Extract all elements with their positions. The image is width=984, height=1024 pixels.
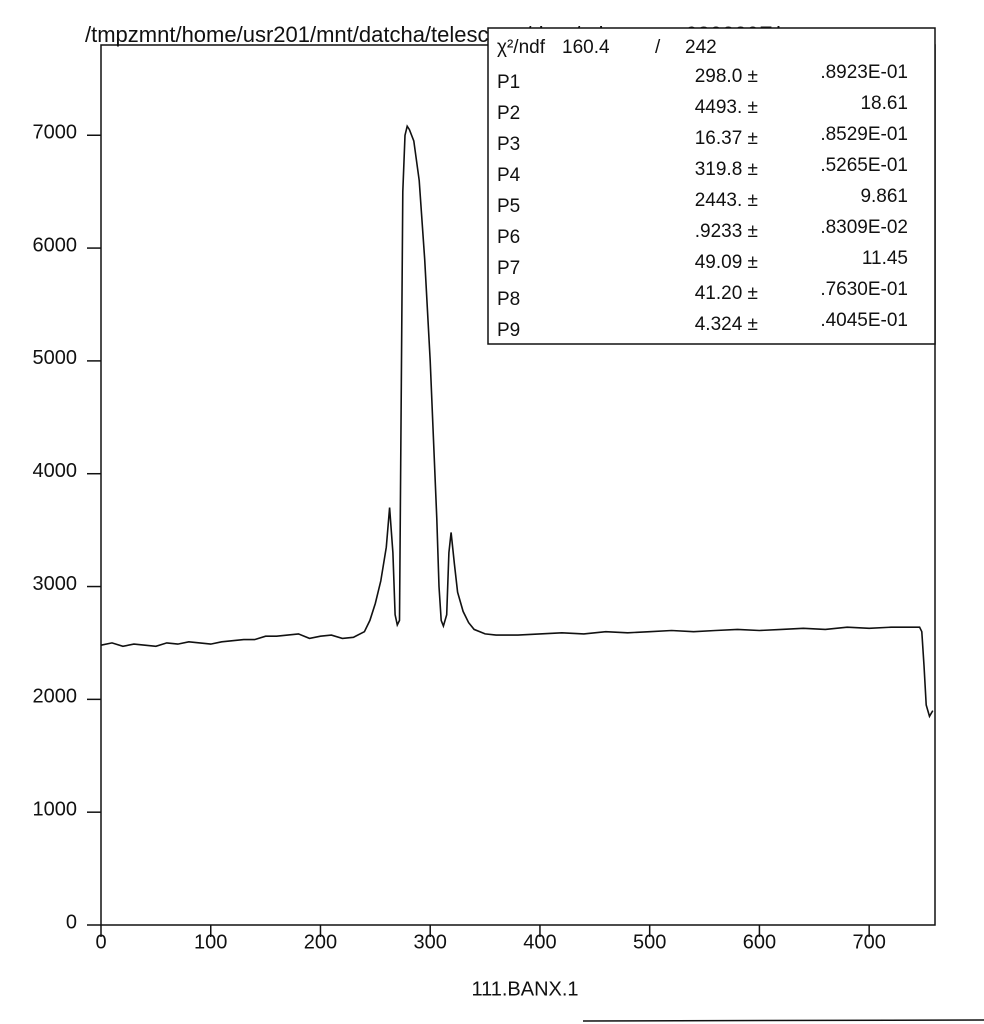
x-tick-label: 200	[304, 931, 337, 953]
stats-chi2: 160.4	[562, 37, 610, 58]
stats-param-name: P6	[497, 227, 520, 248]
y-tick-label: 6000	[33, 234, 78, 256]
y-tick-label: 1000	[33, 798, 78, 820]
y-tick-label: 5000	[33, 347, 78, 369]
stats-param-name: P9	[497, 320, 520, 341]
stats-param-error: 11.45	[862, 248, 908, 269]
y-tick-label: 0	[66, 911, 77, 933]
stats-param-error: .5265E-01	[820, 155, 908, 176]
stats-param-value: 41.20 ±	[695, 283, 758, 304]
data-line	[100, 124, 934, 719]
stats-param-name: P3	[497, 134, 520, 155]
stats-param-value: 49.09 ±	[695, 252, 758, 273]
stats-param-error: 18.61	[860, 93, 908, 114]
stats-param-value: 4.324 ±	[695, 314, 758, 335]
stats-param-name: P1	[497, 72, 520, 93]
stats-param-error: .7630E-01	[820, 279, 908, 300]
x-tick-label: 400	[523, 931, 556, 953]
y-tick-label: 2000	[33, 686, 78, 708]
stats-param-value: 16.37 ±	[695, 128, 758, 149]
scan-edge	[582, 1019, 984, 1022]
stats-param-error: .8309E-02	[820, 217, 908, 238]
stats-param-name: P2	[497, 103, 520, 124]
stats-param-value: 4493. ±	[695, 97, 758, 118]
y-tick-label: 7000	[33, 122, 78, 144]
stats-param-error: .4045E-01	[820, 310, 908, 331]
stats-param-error: .8529E-01	[820, 124, 908, 145]
y-tick-label: 4000	[33, 460, 78, 482]
stats-param-name: P5	[497, 196, 520, 217]
stats-param-value: 298.0 ±	[695, 66, 758, 87]
x-tick-label: 500	[633, 931, 666, 953]
stats-box	[487, 27, 936, 345]
stats-param-error: 9.861	[860, 186, 908, 207]
stats-param-error: .8923E-01	[820, 62, 908, 83]
x-axis-label: 111.BANX.1	[471, 978, 578, 1000]
x-tick-label: 600	[743, 931, 776, 953]
stats-chi2-label: χ²/ndf	[497, 37, 546, 58]
stats-ndf: 242	[685, 37, 717, 58]
stats-param-value: 319.8 ±	[695, 159, 758, 180]
stats-separator: /	[655, 37, 661, 58]
x-tick-label: 0	[95, 931, 106, 953]
x-tick-label: 100	[194, 931, 227, 953]
x-tick-label: 700	[852, 931, 885, 953]
y-tick-label: 3000	[33, 573, 78, 595]
stats-param-value: .9233 ±	[695, 221, 758, 242]
stats-param-name: P4	[497, 165, 521, 186]
stats-param-value: 2443. ±	[695, 190, 758, 211]
stats-param-name: P8	[497, 289, 520, 310]
stats-param-name: P7	[497, 258, 520, 279]
x-tick-label: 300	[414, 931, 447, 953]
